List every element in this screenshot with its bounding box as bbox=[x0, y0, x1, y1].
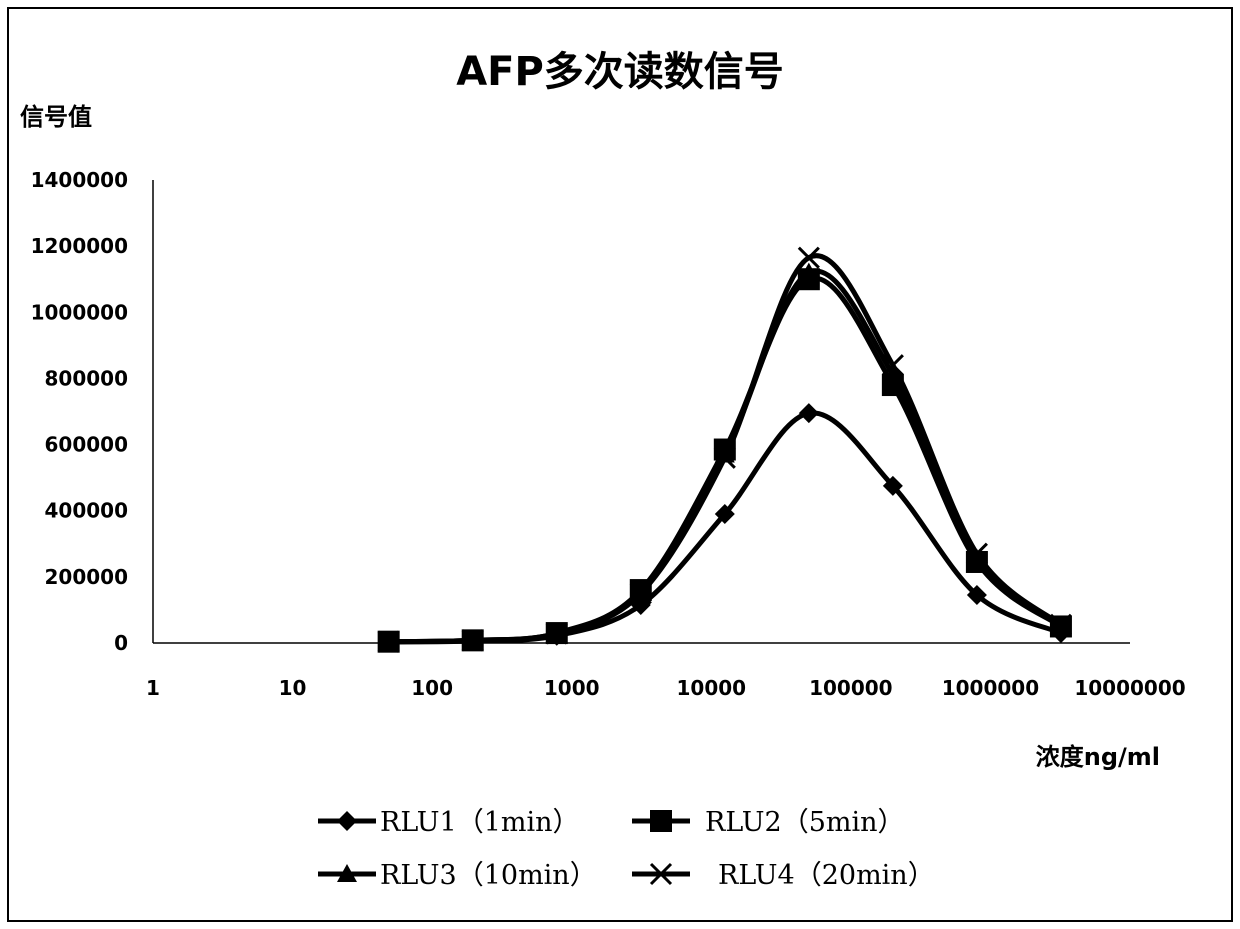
data-point-series-1 bbox=[966, 585, 987, 606]
x-tick-label: 10 bbox=[279, 676, 307, 700]
y-axis-title: 信号值 bbox=[20, 103, 92, 131]
data-point-series-1 bbox=[378, 632, 399, 653]
legend-label: RLU3（10min） bbox=[380, 860, 597, 891]
data-point-series-4 bbox=[797, 246, 820, 269]
x-tick-label: 1000 bbox=[544, 676, 600, 700]
legend-label: RLU1（1min） bbox=[380, 807, 580, 838]
data-point-series-1 bbox=[714, 504, 735, 525]
data-point-series-2 bbox=[965, 550, 988, 573]
x-tick-label: 100 bbox=[411, 676, 453, 700]
data-point-series-1 bbox=[462, 631, 483, 652]
series-layer bbox=[377, 246, 1072, 653]
x-tick-label: 10000000 bbox=[1074, 676, 1185, 700]
data-point-series-2 bbox=[713, 438, 736, 461]
x-tick-label: 1 bbox=[146, 676, 160, 700]
y-tick-label: 400000 bbox=[45, 499, 129, 523]
y-tick-label: 1400000 bbox=[31, 168, 128, 192]
y-tick-label: 1000000 bbox=[31, 300, 128, 324]
legend-item-1: RLU1（1min） bbox=[318, 807, 580, 838]
series-line-1 bbox=[386, 410, 1064, 645]
x-tick-labels: 1 10 100 1000 10000 100000 1000000 10000000 bbox=[146, 676, 1186, 700]
chart-frame bbox=[7, 7, 1233, 922]
legend-item-4: RLU4（20min） bbox=[632, 860, 935, 891]
x-tick-label: 1000000 bbox=[942, 676, 1039, 700]
legend-marker-icon bbox=[337, 811, 357, 831]
data-point-series-1 bbox=[630, 594, 651, 615]
data-point-series-2 bbox=[881, 374, 904, 397]
legend-item-2: RLU2（5min） bbox=[632, 807, 905, 838]
data-point-series-1 bbox=[1050, 623, 1071, 644]
x-tick-label: 10000 bbox=[676, 676, 746, 700]
data-point-series-1 bbox=[882, 475, 903, 496]
y-tick-label: 800000 bbox=[45, 366, 129, 390]
y-tick-label: 0 bbox=[114, 631, 128, 655]
legend-marker-icon bbox=[337, 864, 357, 882]
legend-marker-icon bbox=[649, 862, 673, 886]
data-point-series-2 bbox=[629, 579, 652, 602]
legend: RLU1（1min） RLU2（5min） RLU3（10min） RLU4（20mi… bbox=[318, 807, 935, 891]
legend-label: RLU2（5min） bbox=[705, 807, 905, 838]
y-tick-labels: 0 200000 400000 600000 800000 1000000 1200000 1… bbox=[31, 168, 128, 655]
legend-label: RLU4（20min） bbox=[718, 860, 935, 891]
y-tick-label: 600000 bbox=[45, 433, 129, 457]
x-axis-title: 浓度ng/ml bbox=[1036, 743, 1160, 771]
data-point-series-2 bbox=[797, 268, 820, 291]
chart-title: AFP多次读数信号 bbox=[456, 49, 784, 95]
data-point-series-1 bbox=[798, 403, 819, 424]
y-tick-label: 1200000 bbox=[31, 234, 128, 258]
legend-marker-icon bbox=[650, 810, 672, 832]
data-point-series-1 bbox=[546, 625, 567, 646]
x-tick-label: 100000 bbox=[809, 676, 893, 700]
y-tick-label: 200000 bbox=[45, 565, 129, 589]
legend-item-3: RLU3（10min） bbox=[318, 860, 597, 891]
